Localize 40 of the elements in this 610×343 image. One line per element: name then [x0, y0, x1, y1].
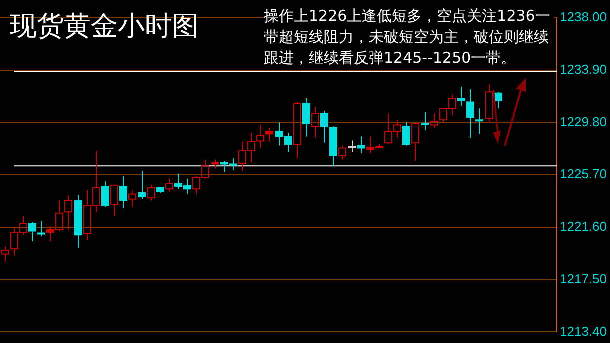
- y-tick-label: 1233.90: [560, 62, 608, 77]
- candlestick: [2, 246, 10, 262]
- candlestick: [486, 84, 494, 124]
- candlestick: [212, 159, 220, 170]
- candlestick: [402, 122, 410, 146]
- candlestick: [148, 184, 156, 202]
- candlestick: [102, 180, 110, 208]
- candlestick: [358, 136, 366, 154]
- candlestick: [338, 145, 346, 160]
- candlestick: [128, 190, 136, 208]
- candlestick: [266, 127, 274, 142]
- candlestick: [312, 106, 320, 139]
- candlestick: [412, 124, 420, 162]
- y-tick-label: 1225.70: [560, 166, 608, 182]
- y-tick-label: 1217.50: [560, 271, 608, 286]
- y-tick-label: 1238.00: [560, 10, 608, 25]
- candlestick: [422, 112, 430, 131]
- candlestick: [330, 126, 338, 167]
- candlestick: [28, 222, 36, 242]
- candlestick: [476, 108, 484, 135]
- candlestick: [302, 98, 310, 138]
- candlestick: [64, 195, 72, 231]
- candlestick: [38, 220, 46, 237]
- y-tick-label: 1221.60: [560, 219, 608, 234]
- candlestick: [466, 89, 474, 139]
- candlestick: [138, 170, 146, 200]
- candlestick: [120, 176, 128, 209]
- candlestick: [294, 102, 302, 159]
- candlestick: [430, 113, 438, 128]
- annotation: 操作上1226上逢低短多，空点关注1236一带超短线阻力，未破短空为主，破位则继续跟进，继续看反弹1245--1250一带。: [264, 6, 554, 69]
- candlestick: [156, 187, 164, 194]
- candlestick: [458, 86, 466, 107]
- chart-title: 现货黄金小时图: [10, 10, 199, 44]
- candlestick: [348, 140, 356, 153]
- candlestick: [320, 110, 328, 144]
- candlestick: [110, 184, 118, 216]
- y-tick-label: 1229.80: [560, 114, 608, 130]
- candlestick: [166, 178, 174, 192]
- y-tick-label: 1213.40: [560, 324, 608, 339]
- candlestick: [74, 195, 82, 248]
